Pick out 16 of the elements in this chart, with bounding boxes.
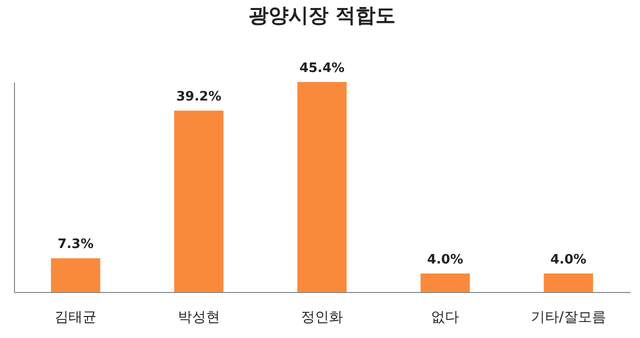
data-label: 39.2% xyxy=(176,90,222,105)
bar xyxy=(50,258,100,292)
data-label: 4.0% xyxy=(550,252,586,268)
data-label: 45.4% xyxy=(299,61,345,76)
bar xyxy=(420,274,470,292)
data-label: 7.3% xyxy=(58,237,94,252)
x-tick-label: 박성현 xyxy=(178,310,220,326)
chart-title: 광양시장 적합도 xyxy=(248,3,396,27)
bar xyxy=(544,274,594,292)
x-tick-label: 없다 xyxy=(431,310,460,326)
bar xyxy=(297,82,347,292)
x-tick-label: 정인화 xyxy=(301,310,343,326)
bar xyxy=(174,110,224,292)
data-label: 4.0% xyxy=(427,252,464,268)
x-tick-label: 기타/잘모름 xyxy=(531,310,606,326)
x-tick-label: 김태균 xyxy=(54,310,97,326)
